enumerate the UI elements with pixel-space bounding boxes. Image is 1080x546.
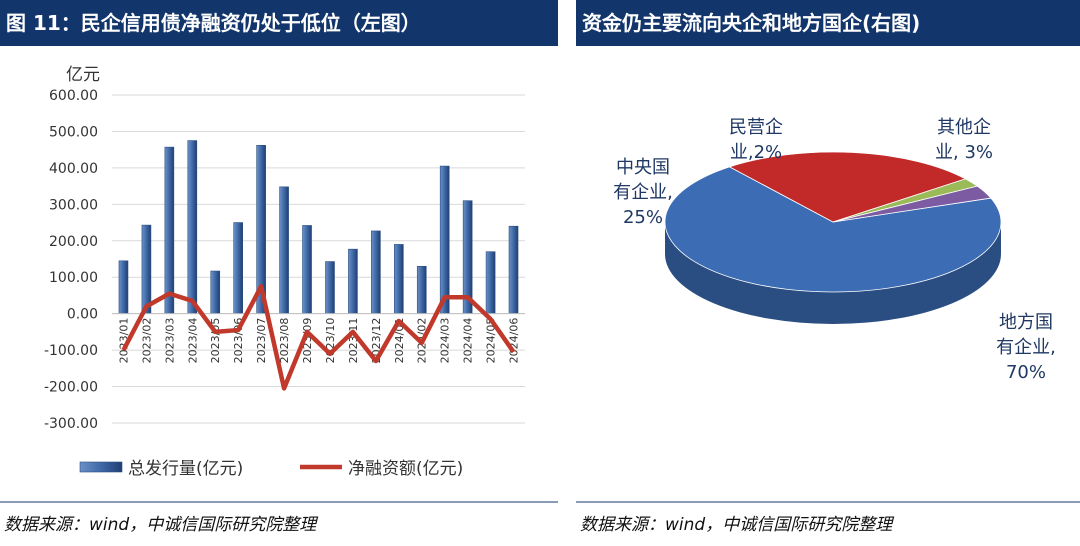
x-tick-label: 2023/10 [324, 318, 337, 364]
bar [439, 165, 450, 314]
x-tick-label: 2024/06 [508, 318, 521, 364]
legend-bar-swatch [79, 461, 123, 473]
legend-bar-label: 总发行量(亿元) [128, 459, 243, 479]
bar [210, 270, 221, 314]
bar [485, 251, 496, 314]
left-source-note: 数据来源：wind，中诚信国际研究院整理 [4, 515, 317, 535]
bar [233, 222, 243, 314]
y-tick-label: 400.00 [49, 161, 98, 177]
y-tick-label: -200.00 [44, 380, 98, 396]
x-tick-label: 2023/01 [117, 318, 130, 364]
net-financing-line [121, 284, 516, 391]
x-tick-label: 2024/03 [439, 318, 452, 364]
legend-line-label: 净融资额(亿元) [348, 459, 463, 479]
y-tick-label: 200.00 [49, 234, 98, 250]
bar [118, 260, 129, 314]
y-tick-label: 500.00 [49, 124, 98, 140]
x-tick-label: 2023/03 [163, 318, 176, 364]
y-tick-label: 100.00 [49, 270, 98, 286]
left-divider [0, 501, 558, 503]
bar [325, 261, 335, 314]
x-tick-label: 2023/02 [140, 318, 153, 364]
x-tick-label: 2023/09 [301, 318, 314, 364]
left-panel: 图 11：民企信用债净融资仍处于低位（左图） 亿元 600.00 500.00 400… [0, 0, 558, 535]
x-tick-label: 2024/05 [485, 318, 498, 364]
bar-line-chart: 亿元 600.00 500.00 400.00 300.00 200.00 100.00 0.… [44, 65, 525, 479]
bar [141, 224, 152, 314]
bar [302, 225, 312, 314]
bar [416, 265, 427, 314]
pie-slice [832, 185, 992, 223]
y-tick-label: 300.00 [49, 197, 98, 213]
y-tick-label: -100.00 [44, 343, 98, 359]
y-tick-label: 600.00 [49, 88, 98, 104]
pie-slice [664, 166, 1002, 293]
pie-data-label: 其他企业, 3% [935, 117, 993, 163]
bar [371, 230, 381, 314]
bar [508, 225, 519, 314]
left-chart-title: 图 11：民企信用债净融资仍处于低位（左图） [0, 0, 558, 46]
bar [348, 248, 358, 314]
x-tick-label: 2024/04 [462, 318, 475, 364]
right-panel: 资金仍主要流向央企和地方国企(右图) 地方国有企业, 70% 中央国有企业, 25% 民… [576, 0, 1080, 546]
right-chart-title: 资金仍主要流向央企和地方国企(右图) [576, 0, 1080, 46]
x-tick-label: 2023/11 [347, 318, 360, 364]
y-tick-label: -300.00 [44, 416, 98, 432]
pie-data-label: 民营企业,2% [729, 117, 783, 163]
y-axis-unit-label: 亿元 [66, 65, 100, 85]
x-tick-label: 2023/04 [186, 318, 199, 364]
pie-data-label: 中央国有企业, 25% [613, 157, 673, 228]
y-tick-label: 0.00 [67, 307, 98, 323]
pie-slice [728, 151, 967, 223]
bar [279, 186, 289, 314]
pie-data-label: 地方国有企业, 70% [996, 312, 1056, 383]
bar [164, 146, 175, 314]
bar [394, 244, 404, 314]
right-source-note: 数据来源：wind，中诚信国际研究院整理 [580, 515, 893, 535]
bar [187, 140, 198, 314]
x-tick-label: 2023/08 [278, 318, 291, 364]
x-tick-label: 2023/07 [255, 318, 268, 364]
right-divider [576, 501, 1080, 503]
pie-chart: 地方国有企业, 70% 中央国有企业, 25% 民营企业,2% 其他企业, 3% [613, 117, 1056, 383]
pie-slice-side [665, 222, 1001, 324]
